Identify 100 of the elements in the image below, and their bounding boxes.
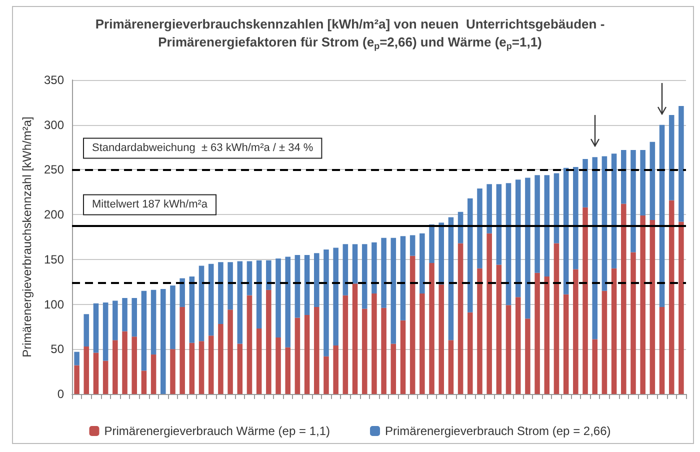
y-axis-title: Primärenergieverbrauchskennzahl [kWh/m²a] [20,116,34,358]
bar [486,184,492,234]
bar [506,183,512,306]
bar [342,244,348,296]
bar [592,339,598,394]
bar [573,269,578,394]
bar [582,207,588,394]
bar [324,356,329,394]
bar [276,258,281,338]
bar [294,254,300,318]
bar [611,268,617,394]
bar [390,238,396,344]
bar [515,180,521,298]
bar [352,244,358,284]
bar [630,150,636,252]
bar [237,261,243,344]
bar [515,297,521,394]
bar [218,324,224,394]
bar [170,349,176,394]
bar [266,260,272,290]
bar [390,344,396,394]
bar [650,220,656,394]
bar [266,290,272,394]
bar [324,250,329,356]
bar [659,124,665,307]
bar [246,261,252,296]
bar [218,262,224,324]
bar [93,303,99,353]
bar [668,200,674,394]
bar [208,264,214,336]
bar [122,298,128,332]
bar [429,224,434,264]
bar [621,150,626,204]
bar [477,188,482,268]
bar [372,294,377,394]
bar [256,260,262,329]
bar [84,314,90,346]
bar [525,178,530,319]
bar [352,284,358,394]
bar [314,306,320,394]
legend-label: Primärenergieverbrauch Strom (ep = 2,66) [384,424,611,438]
bar [74,365,80,394]
bar [228,262,233,310]
bar [141,370,147,394]
bar [573,167,578,270]
bar [400,320,406,394]
bar [198,341,204,394]
bar [438,284,444,394]
bar [141,290,147,371]
bar [640,150,646,216]
bar [74,352,80,366]
legend-label: Primärenergieverbrauch Wärme (ep = 1,1) [104,424,330,438]
bar [554,173,560,244]
bar [208,336,214,394]
bar [189,342,195,394]
bar [112,340,118,394]
bar [486,233,492,394]
bar [180,278,185,307]
bar [420,294,425,394]
bar [640,215,646,394]
bar [132,298,137,337]
bar [438,222,444,285]
bar [276,337,281,394]
bar [477,268,482,394]
bar [362,308,368,394]
bar [563,168,569,294]
y-tick-label: 250 [44,162,64,177]
bar [448,340,454,394]
y-tick-label: 200 [44,208,64,222]
y-tick-label: 0 [57,387,64,401]
bar [150,290,156,355]
bar [102,302,108,361]
bar [170,285,176,350]
bar [381,238,386,308]
bar [659,306,665,394]
bar [621,204,626,394]
bar [611,154,617,268]
bar [506,305,512,394]
bar [496,264,502,394]
y-tick-label: 100 [44,297,64,312]
ref-line-label: Standardabweichung ± 63 kWh/m²a / ± 34 % [92,142,314,154]
ref-line-label: Mittelwert 187 kWh/m²a [92,198,208,211]
bar [189,276,195,343]
bar [602,290,608,394]
bar [314,253,320,307]
y-tick-label: 350 [44,73,64,87]
bar [333,346,338,394]
bar [285,347,290,394]
bar [678,222,684,394]
bar [228,310,233,394]
bar [362,244,368,309]
bar [410,256,416,394]
bar [160,289,166,394]
bar [563,294,569,394]
y-tick-label: 50 [50,342,64,356]
bar [285,256,290,348]
bar [582,158,588,208]
bar [630,252,636,394]
bar [429,263,434,394]
bar [333,248,338,346]
